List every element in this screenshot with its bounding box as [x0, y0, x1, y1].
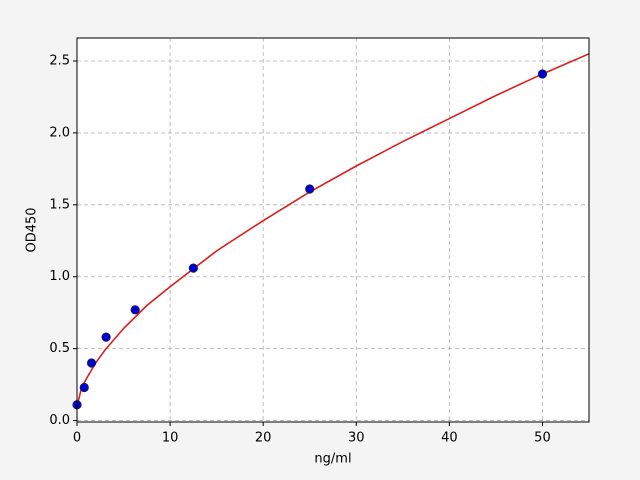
y-tick-label: 2.0 — [49, 125, 70, 140]
x-tick-label: 30 — [348, 431, 365, 446]
data-point — [86, 358, 97, 368]
x-axis-label: ng/ml — [314, 452, 351, 467]
x-tick-label: 40 — [441, 431, 458, 446]
fit-curve — [76, 53, 590, 407]
data-point — [130, 305, 140, 315]
x-tick-label: 10 — [162, 431, 179, 446]
data-point — [537, 69, 548, 79]
x-tick-label: 0 — [73, 431, 81, 446]
x-tick-label: 20 — [255, 431, 272, 446]
plot-area — [77, 38, 589, 422]
data-point — [101, 332, 111, 342]
plot-frame — [76, 37, 590, 423]
data-point — [188, 263, 198, 273]
y-tick-label: 0.0 — [49, 413, 70, 428]
y-tick-label: 1.5 — [49, 197, 70, 212]
data-point — [79, 382, 89, 393]
data-point — [305, 184, 315, 194]
x-tick-label: 50 — [534, 431, 551, 446]
y-tick-label: 0.5 — [49, 341, 70, 356]
y-tick-label: 2.5 — [49, 54, 70, 69]
y-tick-label: 1.0 — [49, 269, 70, 284]
y-axis-label: OD450 — [25, 207, 40, 252]
